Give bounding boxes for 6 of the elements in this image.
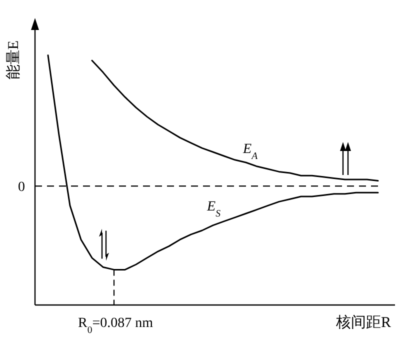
text: R$_{0}$=0.087 nm bbox=[78, 316, 154, 336]
ref-line-label: 0 bbox=[18, 180, 25, 196]
series-label: E$_{S}$ bbox=[206, 199, 221, 219]
x-axis-title: 核间距R bbox=[334, 314, 391, 331]
y-axis-title: 能量E bbox=[5, 40, 22, 80]
series-label: E$_{A}$ bbox=[242, 142, 259, 162]
